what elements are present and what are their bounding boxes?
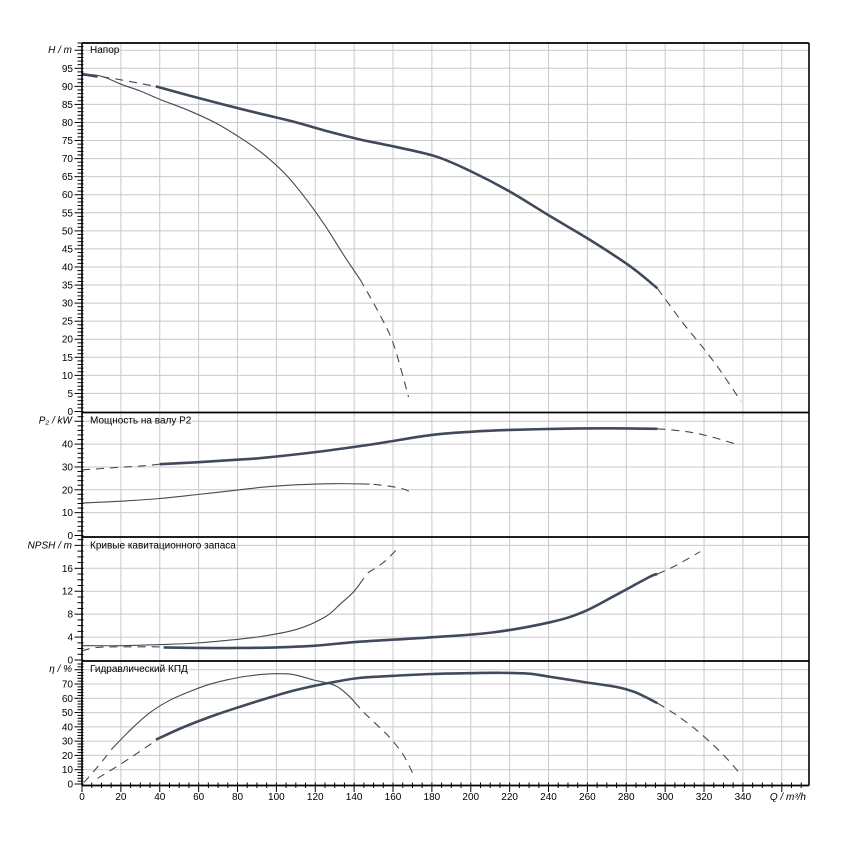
power-max-main-curve [159, 427, 658, 466]
panel-title-head: Напор [90, 45, 120, 56]
x-axis-unit-label: Q / m³/h [770, 792, 807, 803]
axis-unit-label-power: P₂ / kW [39, 416, 74, 427]
npsh-min-main-curve [81, 577, 365, 647]
x-tick-label: 140 [346, 792, 363, 803]
y-tick-label: 90 [62, 82, 74, 93]
y-tick-label: 50 [62, 708, 74, 719]
x-tick-label: 300 [657, 792, 674, 803]
x-tick-label: 340 [735, 792, 752, 803]
y-tick-label: 70 [62, 154, 74, 165]
y-tick-label: 5 [67, 389, 73, 400]
y-tick-label: 80 [62, 118, 74, 129]
y-tick-label: 60 [62, 190, 74, 201]
power-min-main-curve [81, 483, 370, 504]
panel-title-power: Мощность на валу P2 [90, 416, 192, 427]
y-tick-label: 15 [62, 353, 74, 364]
panel-title-eff: Гидравлический КПД [90, 664, 188, 675]
y-tick-label: 12 [62, 587, 74, 598]
y-tick-label: 85 [62, 100, 74, 111]
x-tick-label: 40 [154, 792, 166, 803]
x-tick-label: 240 [540, 792, 557, 803]
y-tick-label: 20 [62, 751, 74, 762]
eff-min-main-curve [110, 673, 361, 751]
y-tick-label: 16 [62, 564, 74, 575]
npsh-max-lead-dashed-curve [81, 646, 160, 652]
eff-max-lead-dashed-curve [97, 741, 155, 779]
x-tick-label: 180 [424, 792, 441, 803]
head-max-lead-dashed-curve [101, 76, 155, 87]
eff-min-tail-dashed-curve [363, 712, 413, 773]
npsh-max-tail-dashed-curve [657, 551, 701, 575]
panel-title-npsh: Кривые кавитационного запаса [90, 541, 236, 552]
y-tick-label: 70 [62, 680, 74, 691]
x-tick-label: 120 [307, 792, 324, 803]
y-tick-label: 20 [62, 335, 74, 346]
power-max-lead-dashed-curve [81, 463, 160, 471]
x-tick-label: 0 [79, 792, 85, 803]
y-tick-label: 30 [62, 462, 74, 473]
eff-min-lead-dashed-curve [83, 752, 110, 783]
x-tick-label: 100 [268, 792, 285, 803]
y-tick-label: 10 [62, 765, 74, 776]
x-tick-label: 80 [232, 792, 244, 803]
x-tick-label: 160 [385, 792, 402, 803]
y-tick-label: 55 [62, 208, 74, 219]
eff-max-main-curve [155, 671, 658, 741]
y-tick-label: 0 [67, 656, 73, 667]
y-tick-label: 8 [67, 610, 73, 621]
y-tick-label: 60 [62, 694, 74, 705]
y-tick-label: 30 [62, 737, 74, 748]
y-tick-label: 35 [62, 281, 74, 292]
npsh-min-tail-dashed-curve [367, 548, 398, 574]
y-tick-label: 20 [62, 485, 74, 496]
y-tick-label: 40 [62, 722, 74, 733]
axis-unit-label-eff: η / % [49, 664, 72, 675]
x-tick-label: 60 [193, 792, 205, 803]
head-min-main-curve [81, 73, 361, 280]
npsh-max-main-curve [163, 572, 658, 650]
eff-max-tail-dashed-curve [657, 702, 740, 773]
x-tick-label: 200 [462, 792, 479, 803]
y-tick-label: 50 [62, 226, 74, 237]
y-tick-label: 0 [67, 780, 73, 791]
y-tick-label: 95 [62, 64, 74, 75]
axis-unit-label-npsh: NPSH / m [28, 541, 72, 552]
y-tick-label: 0 [67, 531, 73, 542]
head-min-tail-dashed-curve [359, 279, 410, 398]
y-tick-label: 40 [62, 262, 74, 273]
y-tick-label: 10 [62, 371, 74, 382]
x-tick-label: 280 [618, 792, 635, 803]
y-tick-label: 45 [62, 244, 74, 255]
x-tick-label: 220 [501, 792, 518, 803]
head-max-main-curve [155, 85, 659, 290]
x-tick-label: 320 [696, 792, 713, 803]
y-tick-label: 75 [62, 136, 74, 147]
y-tick-label: 25 [62, 317, 74, 328]
axis-unit-label-head: H / m [48, 45, 72, 56]
x-tick-label: 260 [579, 792, 596, 803]
y-tick-label: 65 [62, 172, 74, 183]
y-tick-label: 4 [67, 633, 73, 644]
y-tick-label: 40 [62, 440, 74, 451]
y-tick-label: 0 [67, 407, 73, 418]
power-min-tail-dashed-curve [373, 483, 413, 494]
y-tick-label: 30 [62, 299, 74, 310]
x-tick-label: 20 [115, 792, 127, 803]
head-max-tail-dashed-curve [656, 287, 742, 402]
y-tick-label: 10 [62, 508, 74, 519]
